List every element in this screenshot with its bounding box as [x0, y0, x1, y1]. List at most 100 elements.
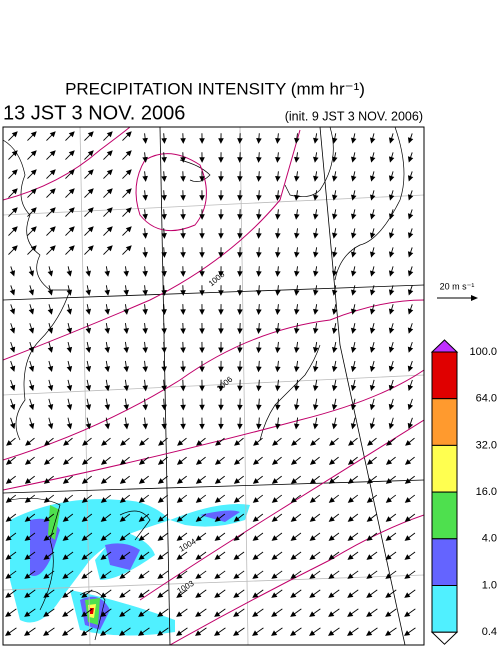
legend-top-triangle — [430, 339, 459, 353]
wind-vector — [407, 398, 414, 411]
vector-head — [404, 554, 411, 560]
vector-head — [309, 611, 316, 617]
wind-vector — [62, 570, 74, 579]
vector-head — [388, 289, 395, 296]
wind-vector — [348, 437, 358, 446]
wind-vector — [157, 627, 169, 636]
vector-head — [199, 347, 205, 354]
vector-head — [9, 384, 16, 391]
wind-vector — [199, 417, 205, 430]
wind-vector — [350, 323, 357, 334]
vector-head — [347, 459, 355, 465]
vector-head — [180, 290, 186, 296]
vector-head — [309, 535, 316, 541]
vector-head — [237, 138, 243, 144]
wind-vector — [328, 627, 340, 636]
wind-vector — [81, 589, 93, 598]
wind-vector — [350, 133, 357, 144]
vector-head — [404, 516, 411, 522]
wind-vector — [218, 209, 224, 220]
wind-vector — [385, 532, 397, 541]
vector-head — [350, 175, 357, 182]
wind-vector — [158, 437, 168, 446]
wind-vector — [161, 152, 167, 163]
wind-vector — [176, 513, 188, 522]
wind-vector — [328, 589, 340, 598]
wind-vector — [404, 494, 416, 503]
wind-vector — [62, 456, 73, 465]
vector-head — [199, 157, 205, 163]
wind-vector — [309, 494, 321, 503]
vector-head — [180, 138, 186, 144]
vector-head — [233, 592, 240, 598]
wind-vector — [122, 188, 132, 198]
vector-head — [43, 630, 50, 636]
wind-vector — [369, 341, 376, 353]
vector-head — [366, 611, 373, 617]
wind-vector — [237, 360, 243, 373]
wind-vector — [252, 532, 264, 541]
wind-vector — [43, 570, 55, 579]
wind-vector — [214, 589, 226, 598]
vector-head — [66, 385, 73, 392]
wind-vector — [218, 379, 224, 392]
vector-head — [68, 150, 75, 157]
vector-head — [407, 384, 414, 391]
wind-vector — [252, 551, 264, 560]
vector-head — [256, 233, 262, 239]
vector-head — [180, 404, 186, 411]
vector-head — [30, 188, 37, 195]
vector-head — [253, 440, 260, 446]
vector-head — [233, 554, 240, 560]
wind-vector — [199, 360, 205, 373]
wind-vector — [290, 532, 302, 541]
vector-head — [119, 516, 126, 522]
vector-head — [43, 573, 50, 579]
wind-vector — [66, 417, 73, 430]
wind-vector — [81, 456, 92, 465]
wind-vector — [176, 532, 188, 541]
vector-head — [369, 384, 376, 392]
vector-head — [407, 232, 414, 239]
vector-head — [328, 611, 335, 617]
vector-head — [66, 346, 73, 353]
wind-vector — [388, 304, 395, 315]
wind-vector — [366, 475, 377, 484]
wind-vector — [66, 304, 73, 315]
vector-head — [85, 289, 92, 296]
vector-head — [138, 611, 145, 617]
wind-vector — [290, 513, 302, 522]
wind-vector — [385, 475, 396, 484]
vector-head — [100, 554, 107, 560]
wind-vector — [275, 341, 281, 354]
vector-head — [275, 366, 281, 373]
vector-head — [309, 554, 316, 560]
vector-head — [138, 573, 145, 579]
wind-vector — [347, 475, 358, 484]
vector-head — [252, 630, 259, 636]
vector-head — [195, 478, 203, 484]
wind-vector — [104, 417, 111, 430]
wind-vector — [119, 608, 131, 617]
wind-vector — [331, 247, 338, 258]
wind-vector — [81, 475, 92, 484]
wind-vector — [218, 323, 224, 335]
vector-head — [119, 554, 126, 560]
wind-vector — [369, 190, 376, 201]
vector-head — [275, 232, 281, 239]
vector-head — [218, 404, 224, 411]
wind-vector — [161, 228, 167, 239]
wind-vector — [157, 608, 169, 617]
vector-head — [388, 403, 395, 411]
wind-vector — [271, 570, 283, 579]
vector-head — [81, 554, 88, 560]
wind-vector — [84, 245, 94, 255]
vector-head — [234, 440, 241, 446]
vector-head — [199, 233, 205, 239]
wind-vector — [328, 494, 340, 503]
wind-vector — [252, 608, 264, 617]
wind-vector — [28, 341, 35, 353]
vector-head — [138, 497, 145, 503]
vector-head — [142, 385, 148, 392]
vector-head — [388, 175, 395, 182]
